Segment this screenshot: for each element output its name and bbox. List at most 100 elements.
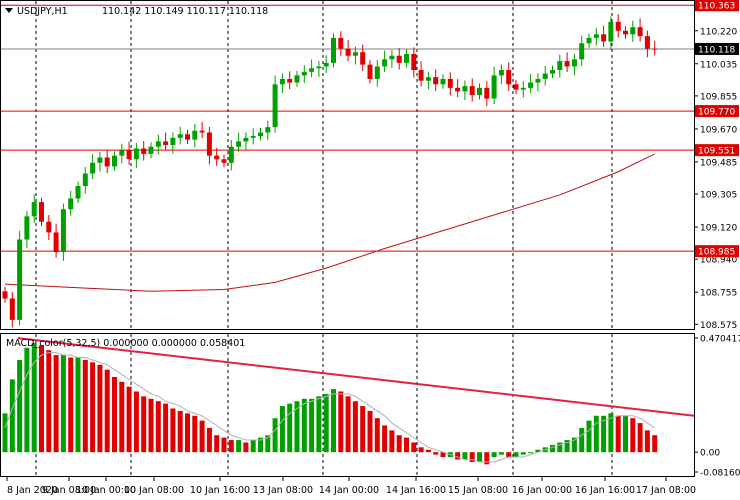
macd-bar bbox=[484, 452, 490, 465]
candle-bull bbox=[294, 75, 300, 83]
macd-bar bbox=[623, 415, 628, 453]
candle-bull bbox=[24, 216, 30, 240]
candle-bull bbox=[316, 66, 322, 69]
y-tick-label: 110.035 bbox=[700, 60, 737, 70]
macd-bar bbox=[104, 369, 110, 453]
y-tick-label: 108.940 bbox=[700, 256, 737, 266]
candle-bull bbox=[309, 68, 315, 72]
macd-bar bbox=[382, 425, 388, 453]
macd-bar bbox=[265, 435, 271, 453]
price-axis: 110.220 110.035 109.855 109.670 109.485 109.3… bbox=[694, 27, 737, 331]
level-price-tag bbox=[695, 245, 739, 258]
macd-bar bbox=[455, 452, 461, 460]
current-price-tag bbox=[695, 42, 739, 55]
price-tags: 110.363 110.118 109.770 109.551 108.985 bbox=[695, 0, 739, 258]
candle-bull bbox=[542, 73, 548, 79]
candles bbox=[2, 14, 658, 328]
macd-trendline[interactable] bbox=[17, 337, 695, 417]
candle-bull bbox=[535, 78, 541, 83]
candle-bear bbox=[104, 157, 110, 167]
candle-bear bbox=[53, 232, 59, 253]
macd-bar bbox=[593, 415, 599, 453]
y-tick-label: 108.575 bbox=[700, 321, 737, 331]
macd-bar bbox=[155, 401, 161, 453]
macd-bar bbox=[279, 406, 285, 453]
macd-bar bbox=[2, 413, 8, 453]
macd-bar bbox=[31, 342, 37, 453]
macd-bar bbox=[520, 452, 526, 455]
candle-bear bbox=[652, 48, 658, 50]
macd-bar bbox=[440, 452, 446, 458]
candle-bear bbox=[221, 159, 227, 163]
macd-bar bbox=[404, 437, 409, 453]
candle-bull bbox=[60, 209, 66, 253]
macd-tick-label: 0.00 bbox=[700, 449, 720, 459]
level-price-tag bbox=[695, 105, 739, 118]
macd-bar bbox=[39, 345, 44, 453]
macd-bar bbox=[214, 435, 220, 453]
candle-bull bbox=[68, 198, 74, 210]
candle-bull bbox=[148, 146, 154, 154]
candle-bull bbox=[228, 146, 234, 163]
candle-bull bbox=[323, 62, 329, 67]
level-price-tag bbox=[695, 144, 739, 157]
y-tick-label: 109.305 bbox=[700, 191, 737, 201]
candle-bull bbox=[440, 78, 446, 85]
candle-bear bbox=[287, 78, 293, 83]
candle-bull bbox=[119, 150, 125, 156]
candle-bull bbox=[90, 162, 96, 174]
macd-bar bbox=[141, 396, 147, 453]
candle-bull bbox=[477, 87, 482, 96]
macd-bar bbox=[53, 355, 59, 453]
candle-bull bbox=[170, 137, 176, 145]
symbol-menu-arrow-icon[interactable] bbox=[5, 8, 13, 13]
candle-bear bbox=[39, 202, 44, 222]
macd-bar bbox=[177, 410, 183, 453]
candle-bear bbox=[484, 87, 490, 99]
macd-bar bbox=[433, 452, 439, 455]
macd-bar bbox=[90, 362, 96, 453]
candle-bull bbox=[265, 127, 271, 133]
x-tick-label: 10 Jan 16:00 bbox=[190, 485, 250, 496]
macd-bar bbox=[579, 427, 585, 453]
macd-bar bbox=[272, 418, 278, 453]
candle-bull bbox=[462, 86, 468, 92]
macd-bar bbox=[564, 440, 570, 453]
x-tick-label: 14 Jan 16:00 bbox=[386, 485, 446, 496]
macd-bar bbox=[170, 408, 176, 453]
macd-bar bbox=[46, 350, 52, 453]
candle-bull bbox=[557, 61, 563, 71]
macd-bar bbox=[185, 413, 190, 453]
price-tag-label: 108.985 bbox=[698, 248, 735, 258]
moving-average bbox=[4, 153, 655, 292]
y-tick-label: 110.220 bbox=[700, 27, 737, 37]
macd-bar bbox=[652, 435, 658, 453]
candle-bear bbox=[126, 150, 132, 160]
candle-bull bbox=[177, 134, 183, 138]
candle-bear bbox=[345, 48, 351, 56]
macd-bar bbox=[338, 391, 344, 453]
candle-bear bbox=[418, 70, 424, 81]
macd-bar bbox=[206, 427, 212, 453]
candle-bull bbox=[75, 186, 81, 199]
macd-bar bbox=[469, 452, 475, 462]
macd-trendline[interactable] bbox=[17, 337, 695, 417]
candle-bull bbox=[352, 52, 358, 56]
candle-bear bbox=[447, 78, 453, 88]
macd-signal-line bbox=[4, 352, 655, 463]
macd-bar bbox=[163, 403, 169, 453]
x-tick-label: 14 Jan 00:00 bbox=[319, 485, 379, 496]
candle-bear bbox=[338, 37, 344, 49]
candle-bull bbox=[579, 43, 585, 60]
y-tick-label: 109.485 bbox=[700, 158, 737, 168]
candle-bear bbox=[163, 141, 169, 145]
candle-bear bbox=[455, 87, 461, 92]
y-tick-label: 109.855 bbox=[700, 92, 737, 102]
candle-bull bbox=[404, 53, 409, 63]
candle-bull bbox=[550, 70, 555, 74]
macd-bar bbox=[331, 389, 336, 453]
price-tag-label: 110.118 bbox=[698, 45, 735, 55]
x-tick-label: 16 Jan 16:00 bbox=[575, 485, 635, 496]
macd-bar bbox=[528, 452, 534, 454]
